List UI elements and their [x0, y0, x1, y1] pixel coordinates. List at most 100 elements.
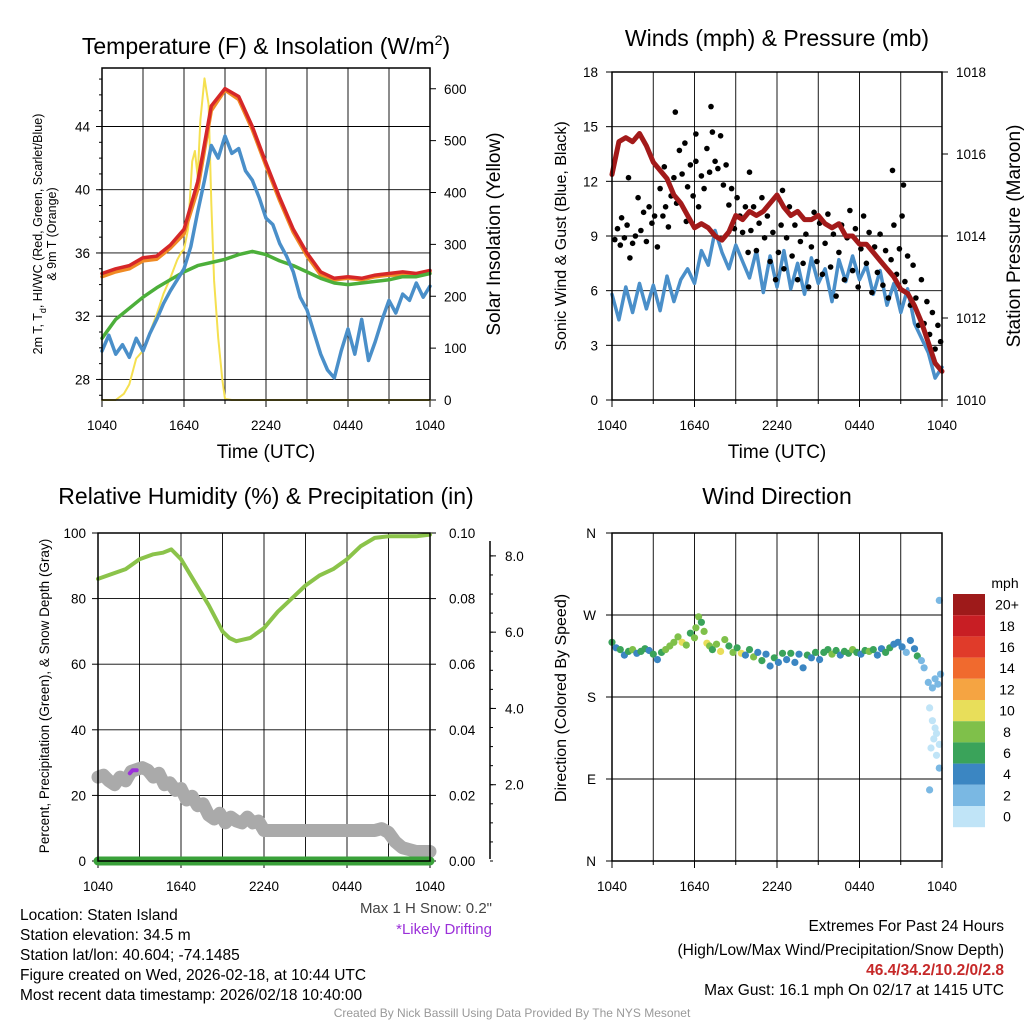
winds-gust-point [830, 231, 837, 237]
wdir-legend-label: 20+ [995, 597, 1019, 613]
winds-gust-point [860, 213, 867, 219]
temp-y2tick-label: 200 [444, 289, 467, 304]
winds-gust-point [660, 213, 666, 219]
winds-gust-point [672, 109, 679, 115]
winds-gust-point [676, 147, 683, 154]
wdir-point [931, 724, 939, 732]
winds-gust-point [687, 162, 694, 168]
location-label: Location: Staten Island [20, 907, 178, 924]
wdir-ytick-label: E [587, 772, 596, 787]
wdir-point [741, 651, 750, 659]
winds-xlabel: Time (UTC) [728, 442, 827, 463]
rh-y2tick-label: 0.08 [449, 592, 475, 607]
wdir-ytick-label: W [583, 608, 596, 623]
wdir-point [690, 634, 699, 642]
winds-gust-point [783, 235, 790, 241]
winds-gust-point [746, 169, 753, 175]
winds-gust-point [712, 158, 718, 165]
rh-xtick-label: 1040 [415, 879, 445, 894]
winds-gust-point [682, 140, 688, 146]
winds-gust-point [904, 253, 911, 259]
wdir-ylabel: Direction (Colored By Speed) [553, 594, 570, 802]
wdir-point [721, 636, 729, 644]
rh-y3tick-label: 4.0 [505, 701, 524, 716]
wdir-legend-label: 0 [1003, 809, 1011, 825]
wdir-legend-label: 12 [999, 681, 1015, 697]
winds-gust-point [849, 267, 856, 274]
rh-y3tick-label: 6.0 [505, 625, 524, 640]
snow-note: Max 1 H Snow: 0.2" *Likely Drifting [300, 898, 492, 940]
wdir-point [733, 644, 741, 652]
winds-gust-point [900, 182, 907, 188]
winds-gust-point [929, 309, 936, 316]
rh-y2tick-label: 0.10 [449, 526, 475, 541]
created-label: Figure created on Wed, 2026-02-18, at 10… [20, 967, 367, 984]
winds-gust-point [728, 185, 735, 192]
winds-gust-point [825, 211, 831, 217]
wdir-point [807, 654, 816, 662]
temp-series-2m-t [100, 86, 432, 281]
winds-gust-point [764, 213, 771, 219]
winds-ytick-label: 0 [590, 393, 598, 408]
winds-frame [611, 71, 943, 401]
wdir-frame [611, 532, 943, 862]
wdir-xtick-label: 2240 [762, 879, 792, 894]
temp-y2tick-label: 100 [444, 341, 467, 356]
wdir-point [926, 786, 934, 794]
winds-gust-point [814, 258, 820, 265]
winds-gust-point [869, 289, 875, 296]
winds-xtick-label: 1640 [679, 418, 709, 433]
winds-gust-point [924, 298, 930, 305]
winds-gust-point [612, 236, 618, 243]
max-gust-label: Max Gust: 16.1 mph On 02/17 at 1415 UTC [704, 982, 1004, 999]
winds-gust-point [885, 295, 892, 301]
wdir-legend-swatch [953, 615, 985, 637]
winds-gust-point [720, 182, 727, 188]
wdir-point [708, 646, 717, 654]
wdir-legend-label: 2 [1003, 787, 1011, 803]
wdir-point [799, 664, 807, 672]
winds-gust-point [715, 165, 721, 172]
winds-gust-point [717, 133, 724, 139]
temp-ytick-label: 36 [75, 246, 90, 261]
wdir-legend-swatch [953, 763, 985, 785]
wdir-point [937, 670, 945, 678]
wdir-point [917, 657, 926, 665]
winds-gust-point [698, 173, 705, 179]
wdir-point [700, 627, 708, 636]
wdir-legend-label: 6 [1003, 745, 1011, 761]
winds-gust-point [627, 255, 633, 261]
winds-ytick-label: 3 [590, 338, 598, 353]
wdir-legend-swatch [953, 721, 985, 743]
rh-ytick-label: 20 [71, 788, 86, 803]
winds-gust-point [902, 278, 908, 285]
rh-y3tick-label: 2.0 [505, 778, 524, 793]
wdir-point [894, 638, 902, 646]
winds-gust-point [932, 346, 938, 352]
wdir-legend-label: 18 [999, 618, 1015, 634]
temp-y2tick-label: 400 [444, 186, 467, 201]
wdir-point [930, 735, 938, 743]
winds-gust-point [767, 258, 773, 265]
wdir-title: Wind Direction [702, 483, 852, 509]
temp-xtick-label: 0440 [333, 418, 363, 433]
rh-series-snow-depth [91, 761, 437, 858]
wdir-point [697, 618, 706, 626]
wdir-point [928, 684, 937, 692]
wdir-legend-swatch [953, 657, 985, 679]
winds-gust-point [649, 220, 655, 226]
rh-xtick-label: 0440 [332, 879, 362, 894]
winds-gust-point [638, 227, 644, 234]
winds-gust-point [794, 276, 801, 283]
winds-ytick-label: 15 [583, 120, 598, 135]
wdir-point [795, 650, 803, 658]
winds-y2tick-label: 1016 [956, 147, 986, 162]
rh-y2tick-label: 0.00 [449, 854, 475, 869]
winds-gust-point [759, 194, 765, 201]
elevation-label: Station elevation: 34.5 m [20, 927, 191, 944]
temp-y2tick-label: 300 [444, 237, 467, 252]
temp-title: Temperature (F) & Insolation (W/m2) [82, 32, 450, 59]
winds-gust-point [866, 229, 872, 236]
wdir-point [758, 657, 766, 665]
